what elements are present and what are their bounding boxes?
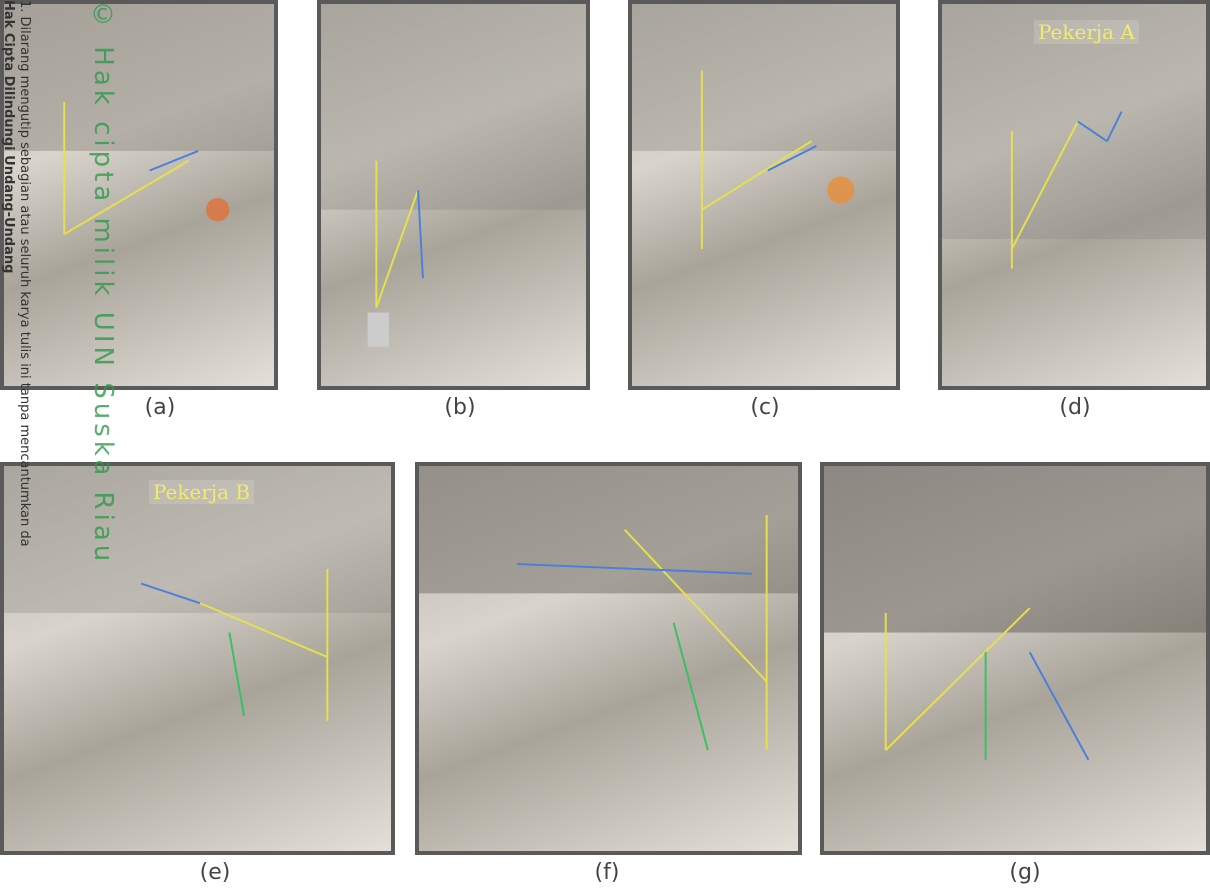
caption: (a) [144,395,176,420]
worker-label: Pekerja B [149,480,255,504]
photo: Pekerja B [0,462,395,855]
caption: (b) [444,395,476,420]
watermark-rule: 1. Dilarang mengutip sebagian atau selur… [17,0,32,547]
photo [0,0,278,390]
photo [317,0,590,390]
caption: (e) [199,860,231,885]
photo [820,462,1210,855]
caption: (g) [1009,860,1041,885]
photo: Pekerja A [938,0,1210,390]
photo [415,462,802,855]
caption: (c) [750,395,780,420]
caption: (d) [1059,395,1091,420]
photo [628,0,900,390]
watermark-title: © Hak cipta milik UIN Suska Riau [88,0,118,566]
watermark-notice: Hak Cipta Dilindungi Undang-Undang [1,0,16,274]
worker-label: Pekerja A [1034,20,1139,44]
caption: (f) [594,860,620,885]
